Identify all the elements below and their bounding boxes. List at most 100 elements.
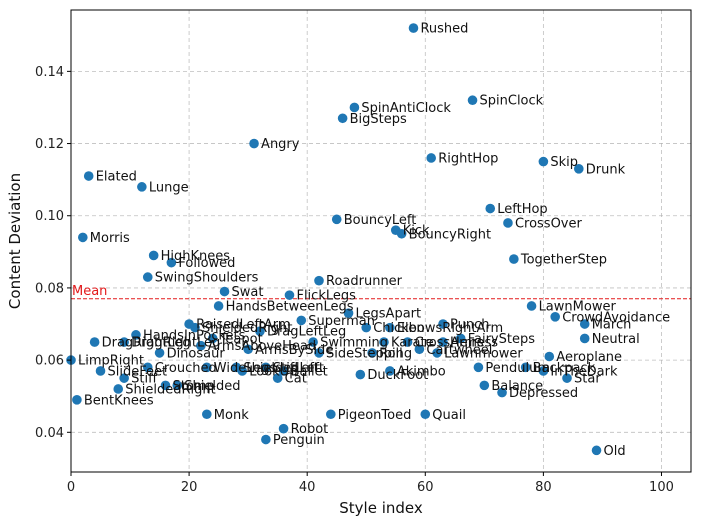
- data-point: [255, 326, 265, 337]
- data-label: Roll: [379, 346, 403, 361]
- data-label: Robot: [291, 422, 329, 437]
- data-point: [591, 445, 602, 456]
- data-label: WideLegs: [214, 361, 277, 376]
- data-point: [579, 319, 590, 329]
- data-point: [296, 315, 307, 326]
- data-label: ShieldedRight: [202, 321, 292, 336]
- data-point: [190, 322, 200, 333]
- data-point: [379, 337, 389, 347]
- data-point: [119, 373, 129, 383]
- data-label: Followed: [178, 256, 235, 271]
- x-tick-label: 100: [649, 480, 674, 495]
- data-label: InTheDark: [550, 364, 618, 379]
- data-point: [78, 232, 88, 243]
- data-point: [520, 362, 531, 373]
- data-label: HighKnees: [161, 249, 231, 264]
- data-label: LookUp: [249, 364, 297, 379]
- data-label: Stiff: [131, 372, 158, 387]
- data-point: [284, 290, 295, 300]
- data-label: Ballet: [291, 364, 328, 379]
- x-tick-label: 60: [417, 480, 434, 495]
- data-label: Cartwheel: [426, 343, 492, 358]
- data-point: [272, 373, 283, 383]
- data-label: SlideFeet: [108, 364, 168, 379]
- data-label: Shielded: [184, 379, 240, 394]
- plot-frame: [70, 9, 692, 473]
- data-point: [261, 362, 271, 373]
- y-tick-label: 0.14: [35, 65, 64, 80]
- data-point: [509, 254, 519, 264]
- data-point: [160, 380, 171, 391]
- data-point: [278, 366, 289, 376]
- data-label: ElbowsRightArm: [397, 321, 503, 336]
- data-point: [574, 164, 584, 174]
- data-point: [243, 344, 253, 355]
- data-point: [72, 395, 82, 405]
- data-point: [196, 340, 206, 351]
- data-point: [367, 348, 377, 358]
- data-point: [455, 333, 466, 344]
- data-point: [526, 301, 537, 311]
- data-point: [261, 434, 271, 445]
- data-label: DragRightLeg: [102, 336, 191, 351]
- data-point: [396, 228, 407, 239]
- data-label: Pendulum: [485, 361, 550, 376]
- data-label: SwingShoulders: [155, 271, 259, 286]
- data-point: [426, 153, 436, 163]
- data-point: [113, 384, 124, 394]
- data-point: [538, 156, 549, 167]
- x-axis-label: Style index: [339, 499, 423, 517]
- data-label: Akimbo: [397, 364, 446, 379]
- data-point: [142, 272, 153, 282]
- data-label: Old: [604, 444, 626, 459]
- data-point: [497, 387, 507, 398]
- data-label: Punch: [450, 318, 489, 333]
- data-point: [579, 333, 590, 344]
- data-label: Aeroplane: [556, 350, 622, 365]
- data-label: Drunk: [586, 162, 626, 177]
- data-point: [467, 95, 478, 106]
- data-label: FairySteps: [468, 332, 535, 347]
- data-point: [213, 301, 224, 311]
- data-label: SideStepping: [326, 346, 412, 361]
- data-label: CrossOver: [515, 216, 583, 231]
- mean-label: Mean: [72, 284, 107, 299]
- data-label: StifLeft: [273, 361, 319, 376]
- data-label: Dinosaur: [167, 346, 226, 361]
- data-point: [420, 409, 431, 420]
- data-label: Quail: [432, 408, 466, 423]
- data-label: PigeonToed: [338, 408, 412, 423]
- data-label: SpinAntiClock: [361, 101, 451, 116]
- data-point: [438, 319, 448, 329]
- y-tick-label: 0.04: [35, 426, 64, 441]
- data-label: Roadrunner: [326, 274, 403, 289]
- data-point: [385, 366, 395, 376]
- data-label: CrowdAvoidance: [562, 310, 670, 325]
- data-label: HandsBetweenLegs: [226, 299, 354, 314]
- grid: [70, 10, 691, 472]
- data-label: Kick: [403, 224, 430, 239]
- data-point: [385, 322, 395, 333]
- data-label: Rushed: [420, 22, 468, 37]
- data-point: [343, 308, 354, 318]
- x-tick-label: 20: [181, 480, 198, 495]
- data-point: [408, 23, 419, 33]
- data-label: DragLeftLeg: [267, 325, 346, 340]
- data-point: [219, 286, 230, 297]
- data-label: Teapot: [219, 332, 263, 347]
- data-label: Stomp: [172, 379, 214, 394]
- data-label: ArmsBySide: [255, 343, 333, 358]
- data-label: Penguin: [273, 433, 325, 448]
- data-label: Swimming: [320, 336, 388, 351]
- data-label: ArmsAboveHead: [208, 339, 316, 354]
- data-label: Lunge: [149, 180, 189, 195]
- data-label: BouncyRight: [409, 227, 491, 242]
- y-tick-label: 0.06: [35, 354, 64, 369]
- data-label: LeftHop: [497, 202, 547, 217]
- data-point: [314, 275, 324, 286]
- data-point: [172, 380, 183, 391]
- data-label: SpinClock: [480, 94, 544, 109]
- data-point: [562, 373, 572, 383]
- data-label: Superman: [308, 314, 375, 329]
- data-points: [66, 23, 602, 456]
